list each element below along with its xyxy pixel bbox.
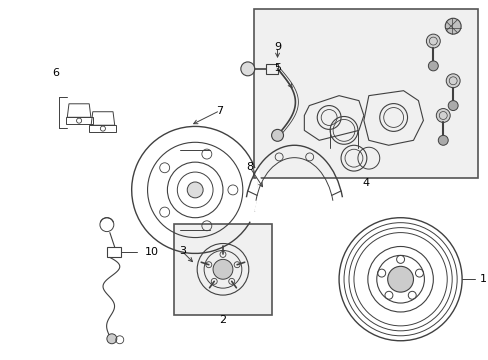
Circle shape [426,34,439,48]
Circle shape [213,260,232,279]
Circle shape [435,109,449,122]
Text: 1: 1 [479,274,486,284]
Text: 2: 2 [219,315,226,325]
Circle shape [446,74,459,88]
Circle shape [187,182,203,198]
Bar [174,224,271,315]
Bar [107,247,121,257]
Text: 7: 7 [216,105,223,116]
Circle shape [445,18,460,34]
Text: 6: 6 [52,68,59,78]
Circle shape [447,100,457,111]
Circle shape [271,129,283,141]
Text: 10: 10 [144,247,158,257]
Circle shape [107,334,117,344]
Text: 4: 4 [362,178,368,188]
Circle shape [387,266,413,292]
Text: 8: 8 [245,162,253,172]
Circle shape [241,62,254,76]
Circle shape [437,135,447,145]
Text: 3: 3 [179,247,185,256]
Bar [265,64,277,74]
Circle shape [427,61,437,71]
Text: 9: 9 [273,42,281,52]
Bar [253,9,477,178]
Text: 5: 5 [273,63,281,73]
